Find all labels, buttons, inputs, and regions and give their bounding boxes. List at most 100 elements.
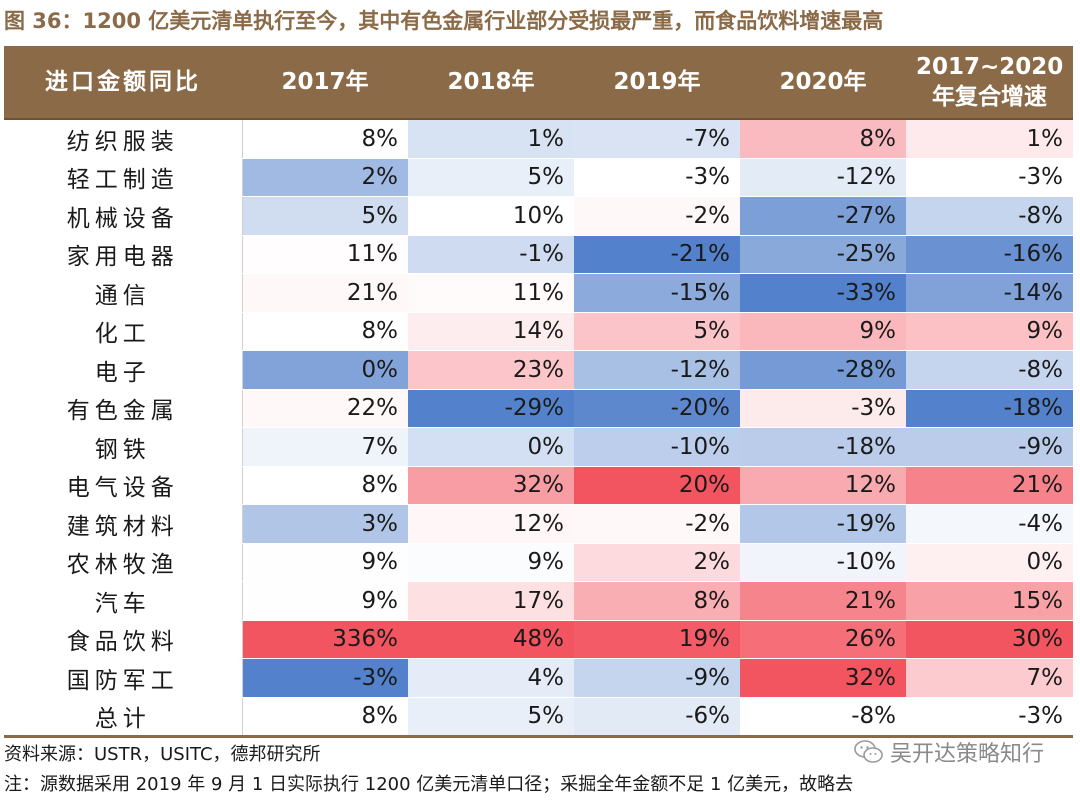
data-cell: 9% xyxy=(408,543,574,582)
table-row: 食品饮料 336% 48% 19% 26% 30% xyxy=(4,620,1073,659)
data-cell: 12% xyxy=(740,466,906,505)
row-label: 汽车 xyxy=(4,581,243,621)
wechat-icon xyxy=(854,740,883,763)
data-cell: -15% xyxy=(574,273,740,313)
data-cell: 0% xyxy=(242,350,408,390)
column-header: 2017年 xyxy=(242,46,408,120)
data-cell: 21% xyxy=(740,581,906,621)
row-label: 总计 xyxy=(4,697,243,737)
table-body: 纺织服装 8% 1% -7% 8% 1% 轻工制造 2% 5% -3% -12% -3% 机械设备 5% 1… xyxy=(4,119,1073,737)
data-cell: 17% xyxy=(408,581,574,621)
data-cell: -16% xyxy=(906,235,1073,274)
table-row: 机械设备 5% 10% -2% -27% -8% xyxy=(4,196,1073,236)
watermark-text: 吴开达策略知行 xyxy=(889,742,1044,767)
row-label: 电子 xyxy=(4,350,243,390)
table-row: 国防军工 -3% 4% -9% 32% 7% xyxy=(4,658,1073,698)
data-cell: -33% xyxy=(740,273,906,313)
data-cell: 11% xyxy=(408,273,574,313)
data-cell: -8% xyxy=(906,350,1073,390)
data-cell: -10% xyxy=(574,427,740,467)
data-cell: -2% xyxy=(574,196,740,236)
data-cell: -21% xyxy=(574,235,740,274)
data-cell: 5% xyxy=(408,697,574,737)
data-cell: 8% xyxy=(242,119,408,159)
data-cell: -3% xyxy=(906,697,1073,737)
data-cell: 1% xyxy=(408,119,574,159)
data-cell: 21% xyxy=(906,466,1073,505)
data-cell: 11% xyxy=(242,235,408,274)
heatmap-table: 进口金额同比 2017年 2018年 2019年 2020年 2017~2020… xyxy=(4,46,1073,738)
table-row: 通信 21% 11% -15% -33% -14% xyxy=(4,273,1073,313)
data-cell: -9% xyxy=(906,427,1073,467)
data-cell: -12% xyxy=(740,158,906,197)
data-cell: -4% xyxy=(906,504,1073,544)
data-cell: 12% xyxy=(408,504,574,544)
data-cell: 15% xyxy=(906,581,1073,621)
row-label: 机械设备 xyxy=(4,196,243,236)
data-cell: -2% xyxy=(574,504,740,544)
data-cell: 20% xyxy=(574,466,740,505)
data-cell: -7% xyxy=(574,119,740,159)
table-row: 汽车 9% 17% 8% 21% 15% xyxy=(4,581,1073,621)
data-cell: 19% xyxy=(574,620,740,659)
data-cell: 8% xyxy=(740,119,906,159)
data-cell: -3% xyxy=(740,389,906,428)
table-row: 家用电器 11% -1% -21% -25% -16% xyxy=(4,235,1073,274)
row-label: 农林牧渔 xyxy=(4,543,243,582)
data-cell: 5% xyxy=(574,312,740,351)
data-cell: 9% xyxy=(906,312,1073,351)
row-label: 食品饮料 xyxy=(4,620,243,659)
watermark: 吴开达策略知行 xyxy=(854,736,1044,768)
data-cell: -12% xyxy=(574,350,740,390)
data-cell: 8% xyxy=(242,466,408,505)
data-cell: 26% xyxy=(740,620,906,659)
data-cell: -6% xyxy=(574,697,740,737)
data-cell: 7% xyxy=(906,658,1073,698)
data-cell: 9% xyxy=(242,543,408,582)
data-cell: 8% xyxy=(242,697,408,737)
data-cell: 32% xyxy=(740,658,906,698)
row-label: 钢铁 xyxy=(4,427,243,467)
data-cell: -18% xyxy=(740,427,906,467)
data-cell: 5% xyxy=(408,158,574,197)
data-cell: 9% xyxy=(242,581,408,621)
data-cell: 8% xyxy=(574,581,740,621)
data-cell: 21% xyxy=(242,273,408,313)
table-row: 化工 8% 14% 5% 9% 9% xyxy=(4,312,1073,351)
data-cell: 2% xyxy=(242,158,408,197)
table-row: 钢铁 7% 0% -10% -18% -9% xyxy=(4,427,1073,467)
data-cell: -8% xyxy=(906,196,1073,236)
row-label: 纺织服装 xyxy=(4,119,243,159)
data-cell: 5% xyxy=(242,196,408,236)
data-cell: -3% xyxy=(906,158,1073,197)
data-cell: 23% xyxy=(408,350,574,390)
data-cell: 0% xyxy=(408,427,574,467)
data-cell: 0% xyxy=(906,543,1073,582)
data-cell: -27% xyxy=(740,196,906,236)
data-cell: 10% xyxy=(408,196,574,236)
data-cell: -20% xyxy=(574,389,740,428)
row-label: 建筑材料 xyxy=(4,504,243,544)
footnote: 注：源数据采用 2019 年 9 月 1 日实际执行 1200 亿美元清单口径；… xyxy=(4,774,854,795)
data-cell: 48% xyxy=(408,620,574,659)
data-cell: 1% xyxy=(906,119,1073,159)
data-cell: 32% xyxy=(408,466,574,505)
table-row: 有色金属 22% -29% -20% -3% -18% xyxy=(4,389,1073,428)
data-cell: -10% xyxy=(740,543,906,582)
row-label: 通信 xyxy=(4,273,243,313)
row-label: 化工 xyxy=(4,312,243,351)
data-cell: 7% xyxy=(242,427,408,467)
table-row: 农林牧渔 9% 9% 2% -10% 0% xyxy=(4,543,1073,582)
row-label: 轻工制造 xyxy=(4,158,243,197)
data-cell: 8% xyxy=(242,312,408,351)
column-header: 2020年 xyxy=(740,46,906,120)
table-row: 总计 8% 5% -6% -8% -3% xyxy=(4,697,1073,737)
source-note: 资料来源：USTR，USITC，德邦研究所 xyxy=(4,744,321,765)
data-cell: -28% xyxy=(740,350,906,390)
row-label: 国防军工 xyxy=(4,658,243,698)
data-cell: -8% xyxy=(740,697,906,737)
data-cell: 3% xyxy=(242,504,408,544)
data-cell: 14% xyxy=(408,312,574,351)
column-header: 2017~2020年复合增速 xyxy=(906,46,1073,120)
data-cell: -9% xyxy=(574,658,740,698)
